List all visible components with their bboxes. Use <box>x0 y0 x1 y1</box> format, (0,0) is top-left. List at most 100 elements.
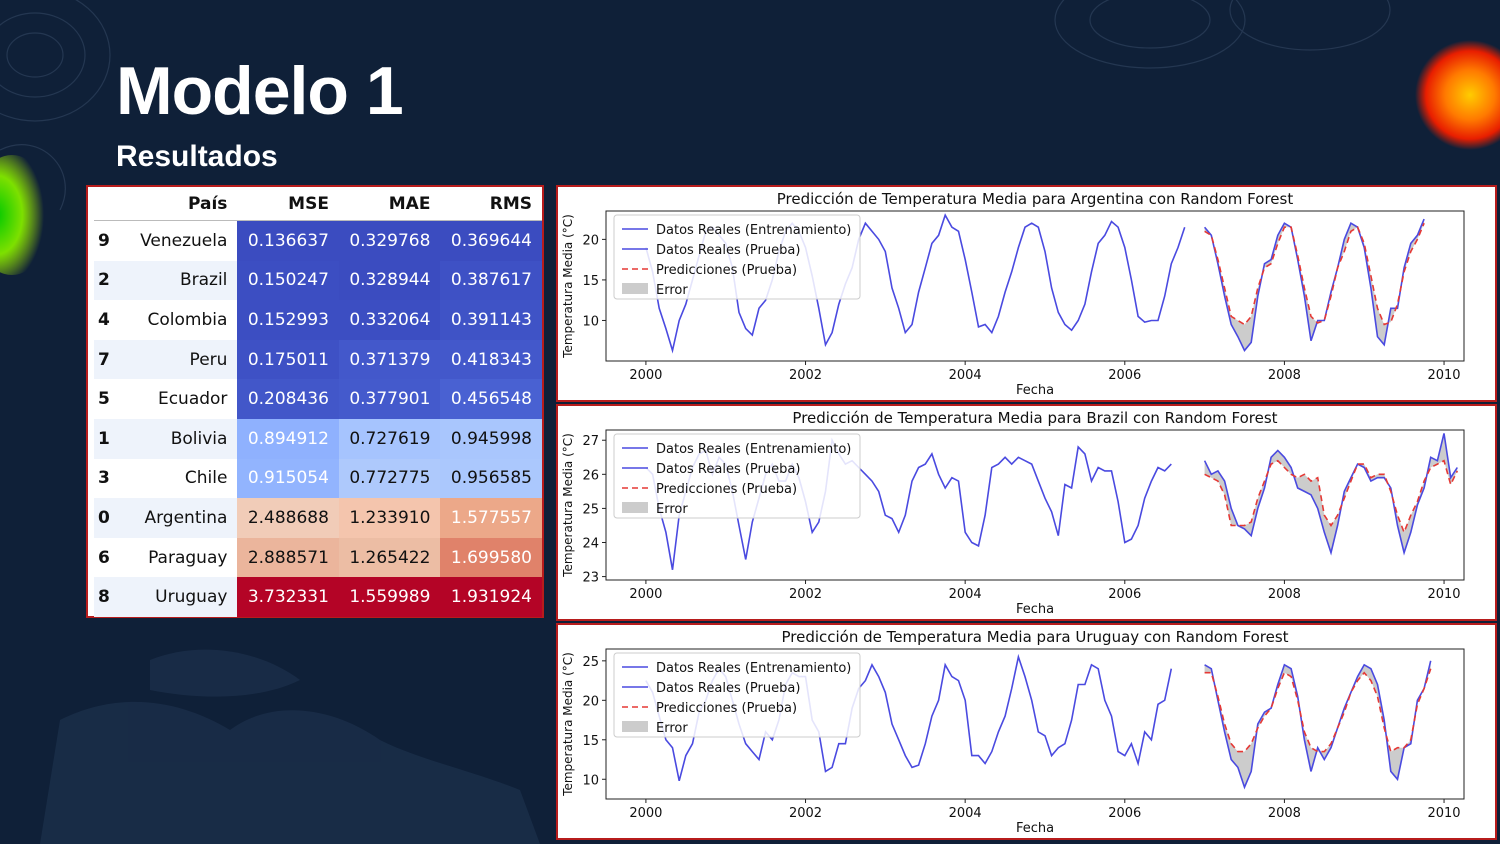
legend-label: Datos Reales (Entrenamiento) <box>656 223 851 238</box>
y-axis-label: Temperatura Media (°C) <box>561 433 575 578</box>
row-rms: 0.391143 <box>440 300 542 340</box>
x-tick-label: 2002 <box>789 587 822 602</box>
legend-swatch <box>622 502 648 513</box>
heatmap-blob-red <box>1415 40 1500 150</box>
row-mae: 0.329768 <box>338 220 441 261</box>
x-axis-label: Fecha <box>1016 383 1054 398</box>
y-tick-label: 15 <box>582 274 599 289</box>
legend-swatch <box>622 283 648 294</box>
y-tick-label: 24 <box>582 537 599 552</box>
x-tick-label: 2010 <box>1427 587 1460 602</box>
legend-label: Datos Reales (Entrenamiento) <box>656 661 851 676</box>
row-mse: 2.888571 <box>237 537 339 578</box>
x-tick-label: 2002 <box>789 368 822 383</box>
row-rms: 0.387617 <box>440 260 542 301</box>
legend-swatch <box>622 721 648 732</box>
row-country: Brazil <box>124 260 238 301</box>
y-tick-label: 20 <box>582 694 599 709</box>
row-rms: 1.699580 <box>440 537 542 578</box>
row-index: 2 <box>94 260 125 301</box>
y-tick-label: 20 <box>582 233 599 248</box>
row-rms: 1.931924 <box>440 577 542 617</box>
y-axis-label: Temperatura Media (°C) <box>561 652 575 797</box>
series-prediction-line <box>1204 222 1425 326</box>
legend-label: Datos Reales (Prueba) <box>656 681 800 696</box>
table-row: 8 Uruguay 3.732331 1.559989 1.931924 <box>94 577 542 617</box>
row-index: 5 <box>98 389 110 410</box>
table-row: 4 Colombia 0.152993 0.332064 0.391143 <box>94 300 542 340</box>
row-index: 6 <box>98 547 110 568</box>
row-country: Paraguay <box>148 547 228 568</box>
row-mae: 0.371379 <box>338 339 441 380</box>
x-tick-label: 2004 <box>949 587 982 602</box>
row-rms: 0.456548 <box>440 379 542 419</box>
chart-argentina: Predicción de Temperatura Media para Arg… <box>561 190 1465 398</box>
row-country: Argentina <box>124 498 238 538</box>
row-country: Uruguay <box>124 577 238 617</box>
row-index: 3 <box>98 468 110 489</box>
row-mae: 1.559989 <box>338 577 441 617</box>
legend-label: Error <box>656 502 688 517</box>
y-tick-label: 27 <box>582 434 599 449</box>
table-row: 0 Argentina 2.488688 1.233910 1.577557 <box>94 498 542 538</box>
x-tick-label: 2006 <box>1108 806 1141 821</box>
table-row: 7 Peru 0.175011 0.371379 0.418343 <box>94 339 542 380</box>
row-mae: 0.332064 <box>338 300 441 340</box>
x-tick-label: 2000 <box>629 368 662 383</box>
row-rms: 0.418343 <box>440 339 542 380</box>
row-mae: 1.265422 <box>338 537 441 578</box>
legend-label: Datos Reales (Prueba) <box>656 243 800 258</box>
chart-brazil: Predicción de Temperatura Media para Bra… <box>561 409 1465 617</box>
y-tick-label: 25 <box>582 502 599 517</box>
row-rms: 0.945998 <box>440 418 542 459</box>
chart-uruguay: Predicción de Temperatura Media para Uru… <box>561 628 1465 836</box>
row-rms: 1.577557 <box>440 498 542 538</box>
chart-title: Predicción de Temperatura Media para Bra… <box>792 409 1277 427</box>
row-mse: 0.208436 <box>237 379 339 419</box>
table-header-row: País MSE MAE RMS <box>94 187 542 221</box>
y-tick-label: 10 <box>582 773 599 788</box>
plot-area <box>605 210 1465 362</box>
legend-label: Datos Reales (Prueba) <box>656 462 800 477</box>
row-mse: 0.175011 <box>237 339 339 380</box>
x-tick-label: 2010 <box>1427 368 1460 383</box>
map-silhouette <box>40 649 540 844</box>
row-country: Colombia <box>147 309 228 330</box>
row-index: 1 <box>94 418 125 459</box>
x-tick-label: 2008 <box>1268 587 1301 602</box>
error-area <box>1204 433 1458 553</box>
y-tick-label: 10 <box>582 314 599 329</box>
row-mae: 0.727619 <box>338 418 441 459</box>
results-table-frame: País MSE MAE RMS 9 Venezuela 0.136637 0.329… <box>86 185 544 618</box>
row-country: Venezuela <box>140 230 228 251</box>
row-mse: 3.732331 <box>237 577 339 617</box>
header-country: País <box>124 187 238 221</box>
row-index: 7 <box>94 339 125 380</box>
results-table: País MSE MAE RMS 9 Venezuela 0.136637 0.329… <box>94 187 542 617</box>
row-index: 4 <box>98 309 110 330</box>
header-mse: MSE <box>237 187 339 221</box>
y-tick-label: 15 <box>582 734 599 749</box>
x-tick-label: 2002 <box>789 806 822 821</box>
chart-uruguay-frame: Predicción de Temperatura Media para Uru… <box>556 623 1497 840</box>
x-tick-label: 2008 <box>1268 806 1301 821</box>
y-tick-label: 25 <box>582 655 599 670</box>
chart-argentina-frame: Predicción de Temperatura Media para Arg… <box>556 185 1497 402</box>
row-index: 8 <box>94 577 125 617</box>
plot-area <box>605 648 1465 800</box>
legend-box <box>613 214 861 300</box>
y-axis-label: Temperatura Media (°C) <box>561 214 575 359</box>
row-mse: 0.136637 <box>237 220 339 261</box>
table-row: 1 Bolivia 0.894912 0.727619 0.945998 <box>94 418 542 459</box>
series-test-line <box>1204 660 1432 790</box>
x-tick-label: 2006 <box>1108 587 1141 602</box>
error-area <box>1204 219 1425 351</box>
x-axis-label: Fecha <box>1016 602 1054 617</box>
table-row: 3 Chile 0.915054 0.772775 0.956585 <box>94 458 542 499</box>
legend-label: Datos Reales (Entrenamiento) <box>656 442 851 457</box>
series-prediction-line <box>1204 668 1432 753</box>
x-tick-label: 2004 <box>949 806 982 821</box>
x-tick-label: 2008 <box>1268 368 1301 383</box>
series-test-line <box>1203 433 1458 556</box>
